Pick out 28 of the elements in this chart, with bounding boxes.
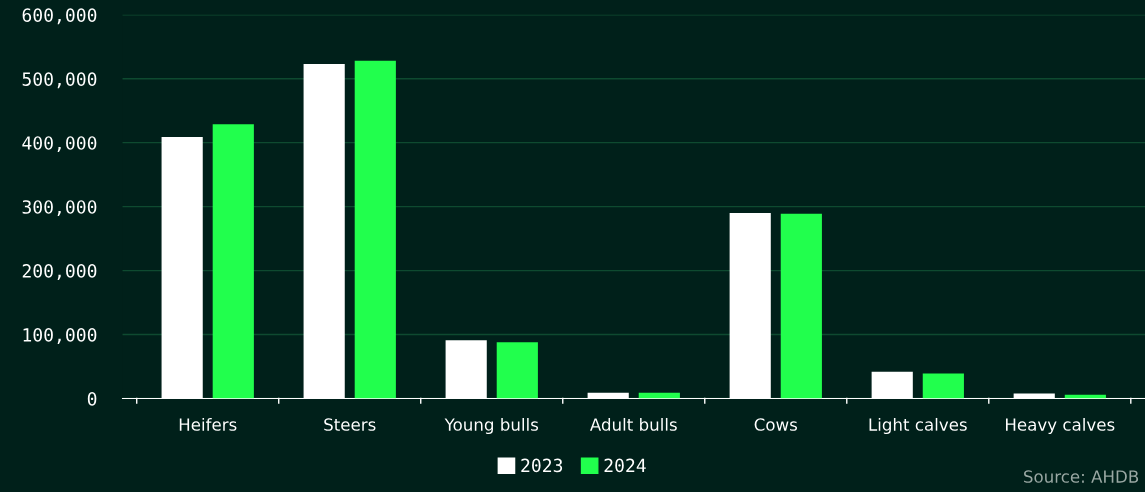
y-tick-label: 200,000 xyxy=(22,264,97,281)
y-tick-label: 100,000 xyxy=(23,328,97,344)
legend-label: 2024 xyxy=(604,458,646,473)
y-tick-label: 400,000 xyxy=(22,136,97,153)
x-tick-label: Steers xyxy=(324,418,376,431)
y-tick-label: 500,000 xyxy=(22,72,97,89)
x-tick-label: Heifers xyxy=(179,417,237,431)
y-tick-label: 0 xyxy=(87,392,97,406)
bar xyxy=(871,371,913,399)
bar xyxy=(445,340,487,399)
bar xyxy=(729,213,771,399)
bar xyxy=(780,213,822,399)
x-tick-label: Cows xyxy=(754,418,798,431)
x-tick-label: Adult bulls xyxy=(589,417,677,431)
bar xyxy=(496,342,538,399)
x-tick-label: Light calves xyxy=(869,417,967,435)
legend-label: 2023 xyxy=(521,458,563,473)
bar xyxy=(212,124,254,399)
bar xyxy=(354,60,396,399)
source-note: Source: AHDB xyxy=(1024,470,1139,483)
x-tick-label: Heavy calves xyxy=(1006,417,1115,435)
bar xyxy=(922,373,964,399)
bar xyxy=(1013,393,1055,399)
bar xyxy=(161,136,203,399)
y-tick-label: 300,000 xyxy=(22,200,97,217)
y-tick-label: 600,000 xyxy=(22,8,97,25)
x-tick-label: Young bulls xyxy=(444,417,539,435)
bar xyxy=(303,64,345,399)
